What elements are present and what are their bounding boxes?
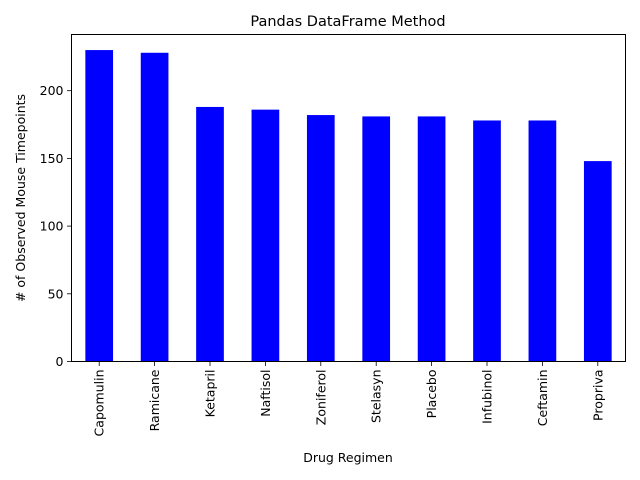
x-tick-label: Ramicane (147, 369, 162, 431)
plot-frame (71, 34, 626, 362)
x-tick-label: Ketapril (203, 370, 218, 418)
x-tick-label: Zoniferol (313, 370, 328, 426)
x-axis-label: Drug Regimen (303, 450, 393, 465)
x-tick-label: Infubinol (480, 370, 495, 424)
x-tick-label: Placebo (424, 370, 439, 419)
bar-zoniferol (306, 115, 335, 362)
y-tick-label: 100 (40, 219, 64, 234)
bar-placebo (417, 116, 446, 362)
y-tick-label: 0 (56, 354, 64, 369)
bar-capomulin (85, 50, 114, 362)
y-tick-label: 150 (40, 151, 64, 166)
bars-group (85, 50, 612, 362)
bar-naftisol (251, 109, 280, 362)
y-tick-label: 200 (40, 83, 64, 98)
chart-title: Pandas DataFrame Method (250, 14, 445, 30)
bar-stelasyn (362, 116, 391, 362)
x-tick-label: Naftisol (258, 370, 273, 417)
x-tick-label: Stelasyn (369, 370, 384, 424)
x-tick-label: Propriva (590, 370, 605, 421)
bar-propriva (583, 161, 612, 362)
y-axis-label: # of Observed Mouse Timepoints (13, 94, 28, 302)
bar-ramicane (140, 52, 169, 362)
bar-infubinol (473, 120, 501, 362)
bar-ceftamin (528, 120, 557, 362)
y-axis-ticks: 0 50 100 150 200 (40, 83, 72, 369)
y-tick-label: 50 (48, 286, 64, 301)
x-tick-label: Ceftamin (535, 370, 550, 427)
bar-ketapril (196, 106, 224, 362)
x-axis-ticks: Capomulin Ramicane Ketapril Naftisol Zonifer… (92, 361, 605, 437)
x-tick-label: Capomulin (92, 370, 107, 437)
